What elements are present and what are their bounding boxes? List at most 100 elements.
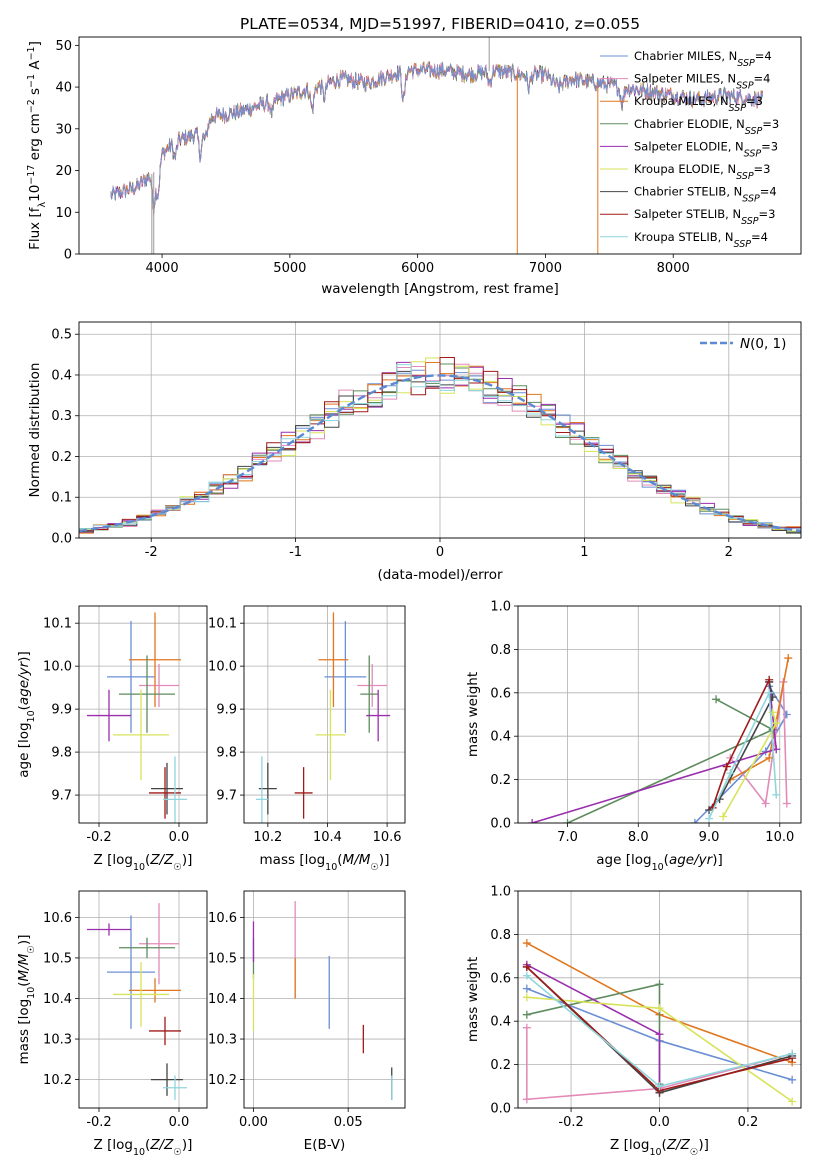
- weight-marker-krou_stelib: [522, 971, 531, 980]
- y-tick-label: 0.2: [490, 1058, 511, 1073]
- weight-marker-salp_stelib: [522, 962, 531, 971]
- y-tick-label: 10.3: [43, 1033, 72, 1048]
- y-tick-label: 0.5: [51, 328, 72, 343]
- residuals-ylabel: Normed distribution: [27, 363, 43, 498]
- x-tick-label: 0: [436, 545, 444, 560]
- y-tick-label: 0.0: [51, 532, 72, 547]
- weight-marker-krou_stelib: [765, 688, 774, 697]
- x-tick-label: -0.2: [86, 1115, 111, 1130]
- y-tick-label: 1.0: [490, 600, 511, 615]
- weight_vs_age-xlabel: age [log10(age/yr)]: [596, 852, 722, 873]
- weight-marker-salp_stelib: [765, 675, 774, 684]
- weight-marker-salp_elodie: [655, 1030, 664, 1039]
- weight-marker-chab_elodie: [655, 980, 664, 989]
- age_vs_Z-xlabel: Z [log10(Z/Z☉)]: [94, 852, 193, 873]
- y-tick-label: 9.8: [216, 746, 237, 761]
- x-tick-label: 7.0: [557, 830, 578, 845]
- weight-marker-salp_miles: [522, 1095, 531, 1104]
- x-tick-label: 10.2: [253, 830, 282, 845]
- weight-marker-chab_miles: [522, 984, 531, 993]
- legend-label-salp_miles: Salpeter MILES, NSSP=4: [634, 72, 771, 92]
- y-tick-label: 10.2: [43, 1073, 72, 1088]
- residuals-xlabel: (data-model)/error: [377, 567, 503, 583]
- legend-label-salp_stelib: Salpeter STELIB, NSSP=3: [634, 207, 775, 227]
- weight-marker-chab_elodie: [522, 1010, 531, 1019]
- legend-label-chab_stelib: Chabrier STELIB, NSSP=4: [634, 185, 777, 205]
- weight-marker-krou_stelib: [772, 790, 781, 799]
- mass_vs_ebv-content: [252, 901, 393, 1100]
- normal-reference-curve: [79, 374, 801, 533]
- age_vs_mass-frame: [243, 605, 406, 824]
- x-tick-label: 0.0: [169, 830, 190, 845]
- y-tick-label: 10.6: [43, 911, 72, 926]
- spectrum-legend: Chabrier MILES, NSSP=4 Salpeter MILES, NS…: [600, 49, 779, 249]
- weight-marker-krou_stelib: [705, 814, 714, 823]
- x-tick-label: 5000: [273, 261, 306, 276]
- weight_vs_Z-xlabel: Z [log10(Z/Z☉)]: [610, 1137, 709, 1158]
- y-tick-label: 0.1: [51, 491, 72, 506]
- weight_vs_age-axes: 7.0 8.0 9.0 10.0 0.0 0.2 0.4 0.6 0.8 1.0: [490, 600, 801, 845]
- legend-label-krou_elodie: Kroupa ELODIE, NSSP=3: [634, 162, 771, 182]
- y-tick-label: 0.4: [490, 1015, 511, 1030]
- y-tick-label: 0.6: [490, 971, 511, 986]
- y-tick-label: 50: [55, 39, 72, 54]
- weight-marker-salp_miles: [782, 799, 791, 808]
- x-tick-label: 0.0: [649, 1115, 670, 1130]
- y-tick-label: 0: [64, 248, 72, 263]
- mass_vs_ebv-axes: 0.00 0.05 10.2 10.3 10.4 10.5 10.6: [208, 891, 405, 1130]
- x-tick-label: 10.6: [373, 830, 402, 845]
- weight-marker-krou_stelib: [726, 769, 735, 778]
- y-tick-label: 10: [55, 206, 72, 221]
- x-tick-label: 9.0: [699, 830, 720, 845]
- weight-marker-chab_elodie: [712, 695, 721, 704]
- weight-line-krou_stelib: [708, 689, 777, 820]
- y-tick-label: 20: [55, 164, 72, 179]
- y-tick-label: 0.4: [490, 730, 511, 745]
- legend-label-chab_miles: Chabrier MILES, NSSP=4: [634, 49, 772, 69]
- weight-marker-chab_miles: [690, 819, 699, 823]
- legend-label-normal: N(0, 1): [740, 336, 786, 352]
- weight-line-salp_miles: [526, 1027, 793, 1101]
- mass_vs_Z-content: [87, 903, 187, 1100]
- y-tick-label: 0.6: [490, 686, 511, 701]
- y-tick-label: 9.7: [216, 789, 237, 804]
- weight-marker-krou_miles: [522, 939, 531, 948]
- y-tick-label: 0.2: [51, 450, 72, 465]
- x-tick-label: -0.2: [86, 830, 111, 845]
- weight-marker-krou_stelib: [788, 1049, 797, 1058]
- y-tick-label: 10.6: [208, 911, 237, 926]
- y-tick-label: 10.0: [43, 660, 72, 675]
- weight-marker-krou_elodie: [655, 1004, 664, 1013]
- weight-marker-salp_stelib: [722, 762, 731, 771]
- mass_vs_Z-frame: [78, 890, 208, 1109]
- x-tick-label: 4000: [146, 261, 179, 276]
- y-tick-label: 10.1: [43, 617, 72, 632]
- y-tick-label: 10.5: [43, 951, 72, 966]
- figure-title: PLATE=0534, MJD=51997, FIBERID=0410, z=0…: [240, 15, 640, 33]
- y-tick-label: 10.3: [208, 1033, 237, 1048]
- y-tick-label: 10.5: [208, 951, 237, 966]
- legend-label-krou_stelib: Kroupa STELIB, NSSP=4: [634, 230, 768, 250]
- legend-label-chab_elodie: Chabrier ELODIE, NSSP=3: [634, 117, 779, 137]
- age_vs_mass-axes: 10.2 10.4 10.6 9.7 9.8 9.9 10.0 10.1: [208, 606, 405, 845]
- x-tick-label: 0.2: [738, 1115, 759, 1130]
- x-tick-label: 10.0: [765, 830, 794, 845]
- x-tick-label: 0.05: [334, 1115, 363, 1130]
- age_vs_Z-frame: [78, 605, 208, 824]
- age_vs_mass-content: [255, 612, 391, 823]
- spectrum-xlabel: wavelength [Angstrom, rest frame]: [321, 281, 559, 297]
- x-tick-label: 7000: [529, 261, 562, 276]
- weight-marker-krou_elodie: [719, 812, 728, 821]
- x-tick-label: 6000: [401, 261, 434, 276]
- weight-marker-krou_stelib: [655, 1082, 664, 1091]
- spectrum-axes: 4000 5000 6000 7000 8000 0 10 20 30 40 50: [55, 39, 689, 276]
- weight-marker-salp_miles: [761, 799, 770, 808]
- mass_vs_ebv-xlabel: E(B-V): [304, 1137, 346, 1153]
- residuals-frame: [78, 321, 802, 539]
- spectrum-frame: [78, 36, 802, 255]
- x-tick-label: 8000: [657, 261, 690, 276]
- y-tick-label: 1.0: [490, 885, 511, 900]
- y-tick-label: 0.8: [490, 928, 511, 943]
- spectrum-ylabel: Flux [fλ10−17 erg cm−2 s−1 A−1]: [26, 41, 48, 250]
